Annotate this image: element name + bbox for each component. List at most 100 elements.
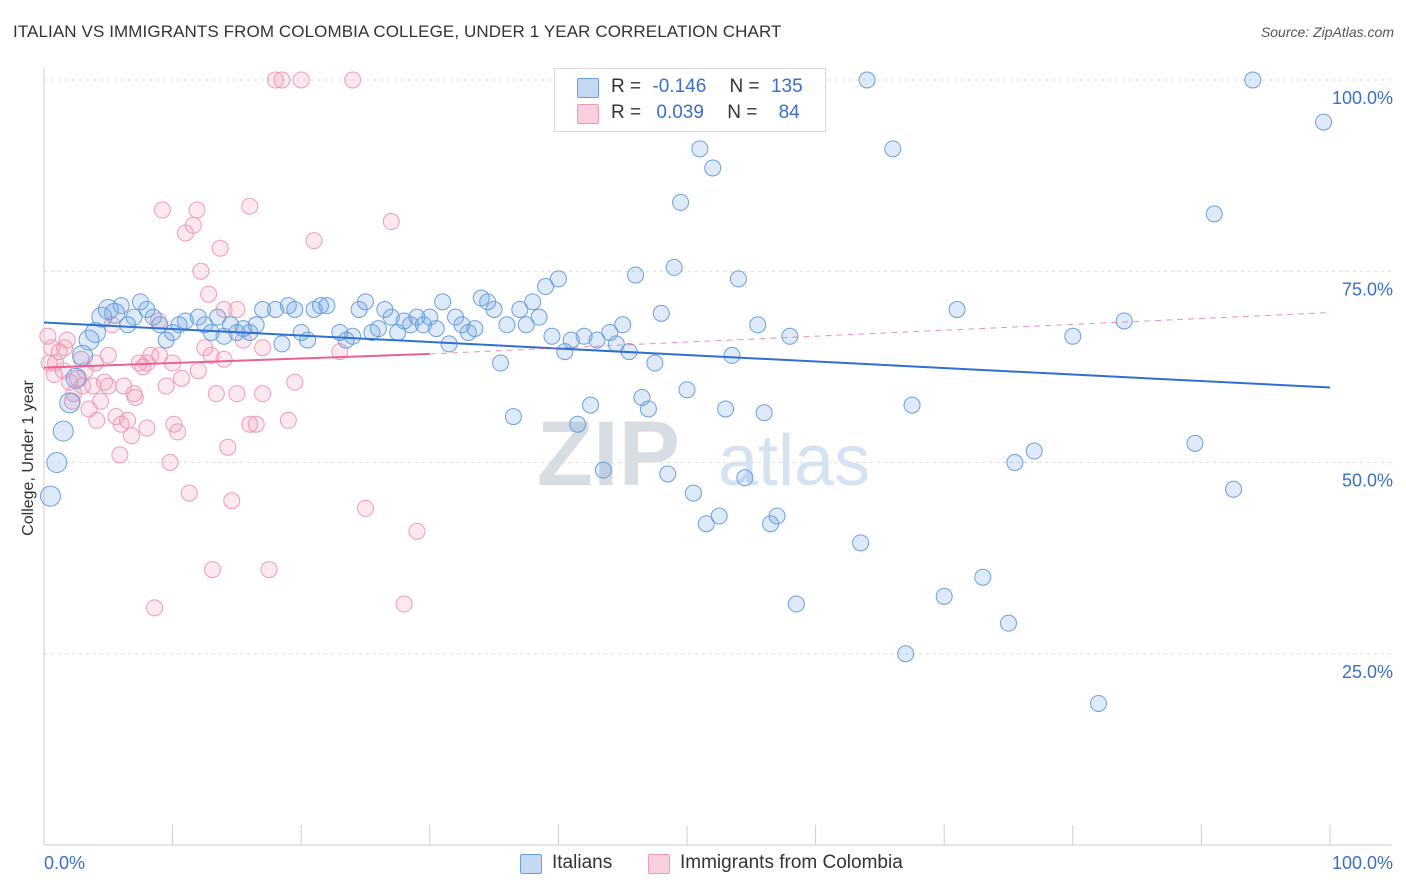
italians-point (1225, 480, 1243, 498)
italians-point (1090, 694, 1108, 712)
colombia-point (260, 561, 278, 579)
italians-point (697, 515, 715, 533)
source-label: Source: ZipAtlas.com (1260, 24, 1394, 40)
italians-point (202, 323, 220, 341)
x-tick-label-start: 0.0% (44, 853, 85, 873)
italians-point (369, 320, 387, 338)
italians-point (569, 415, 587, 433)
italians-point (710, 507, 728, 525)
italians-point (273, 335, 291, 353)
colombia-point (395, 595, 413, 613)
italians-point (492, 354, 510, 372)
colombia-point (382, 213, 400, 231)
colombia-point (241, 415, 259, 433)
colombia-point (228, 301, 246, 318)
colombia-point (273, 71, 291, 89)
colombia-point (153, 201, 171, 219)
italians-point (691, 140, 709, 158)
colombia-point (39, 327, 57, 345)
italians-point (749, 316, 767, 334)
italians-legend-swatch (520, 854, 542, 874)
italians-swatch (577, 78, 599, 98)
italians-point (935, 587, 953, 605)
italians-point (768, 507, 786, 525)
italians-point (787, 595, 805, 613)
colombia-point (56, 339, 74, 357)
colombia-point (292, 71, 310, 89)
chart-title: ITALIAN VS IMMIGRANTS FROM COLOMBIA COLL… (13, 22, 782, 41)
italians-point (511, 301, 529, 318)
colombia-point (125, 385, 143, 403)
italians-point (549, 270, 567, 288)
italians-point (357, 293, 374, 311)
italians-point (858, 71, 876, 89)
italians-point (286, 301, 304, 318)
italians-point (562, 331, 580, 349)
italians-point (639, 400, 657, 418)
colombia-point (228, 385, 246, 403)
colombia-point (344, 71, 362, 89)
italians-point (582, 396, 600, 414)
colombia-point (157, 377, 175, 395)
italians-point (1315, 113, 1333, 131)
italians-point (897, 645, 915, 663)
italians-point (755, 404, 773, 422)
r-value-italians: -0.146 (652, 76, 707, 97)
colombia-swatch (577, 104, 599, 124)
italians-point (627, 266, 645, 284)
italians-point (614, 316, 632, 334)
colombia-point (241, 197, 259, 215)
colombia-point (184, 216, 202, 234)
italians-point (575, 327, 593, 345)
italians-point (1006, 454, 1024, 471)
italians-point (65, 367, 87, 389)
italians-point (112, 297, 130, 315)
italians-point (884, 140, 902, 158)
italians-point (318, 297, 336, 315)
italians-point (974, 568, 992, 586)
italians-point (672, 193, 690, 211)
italians-point (125, 308, 143, 326)
italians-trend-line (43, 321, 1331, 389)
italians-point (543, 327, 561, 345)
colombia-point (88, 411, 106, 429)
colombia-trend-line (43, 352, 430, 369)
watermark-zip: ZIP (537, 403, 680, 505)
italians-point (59, 392, 81, 414)
italians-point (723, 346, 741, 364)
colombia-point (111, 446, 129, 464)
n-label: N = (729, 76, 760, 97)
italians-point (247, 316, 265, 334)
colombia-point (211, 239, 229, 257)
italians-point (594, 461, 612, 479)
italians-point (39, 485, 61, 507)
colombia-point (266, 71, 284, 89)
colombia-point (138, 419, 156, 437)
italians-point (524, 293, 542, 311)
r-value-colombia: 0.039 (656, 102, 704, 123)
colombia-point (169, 423, 187, 441)
y-tick-label: 75.0% (1342, 279, 1393, 299)
italians-point (678, 381, 696, 399)
italians-point (1000, 614, 1017, 632)
y-axis-label: College, Under 1 year (20, 380, 37, 536)
colombia-point (200, 285, 218, 303)
colombia-point (305, 232, 323, 250)
colombia-point (146, 599, 164, 617)
italians-point (427, 320, 445, 338)
italians-point (1186, 434, 1204, 452)
axes (43, 68, 1392, 846)
italians-point (46, 452, 68, 473)
italians-point (729, 270, 747, 288)
watermark-atlas: atlas (718, 421, 870, 501)
italians-point (781, 327, 799, 345)
colombia-point (286, 373, 304, 391)
italians-point (665, 258, 683, 276)
r-label: R = (611, 102, 642, 123)
colombia-legend-label: Immigrants from Colombia (680, 852, 903, 873)
italians-point (1064, 327, 1082, 345)
italians-point (1205, 205, 1223, 223)
colombia-point (254, 339, 272, 357)
colombia-point (202, 346, 220, 364)
